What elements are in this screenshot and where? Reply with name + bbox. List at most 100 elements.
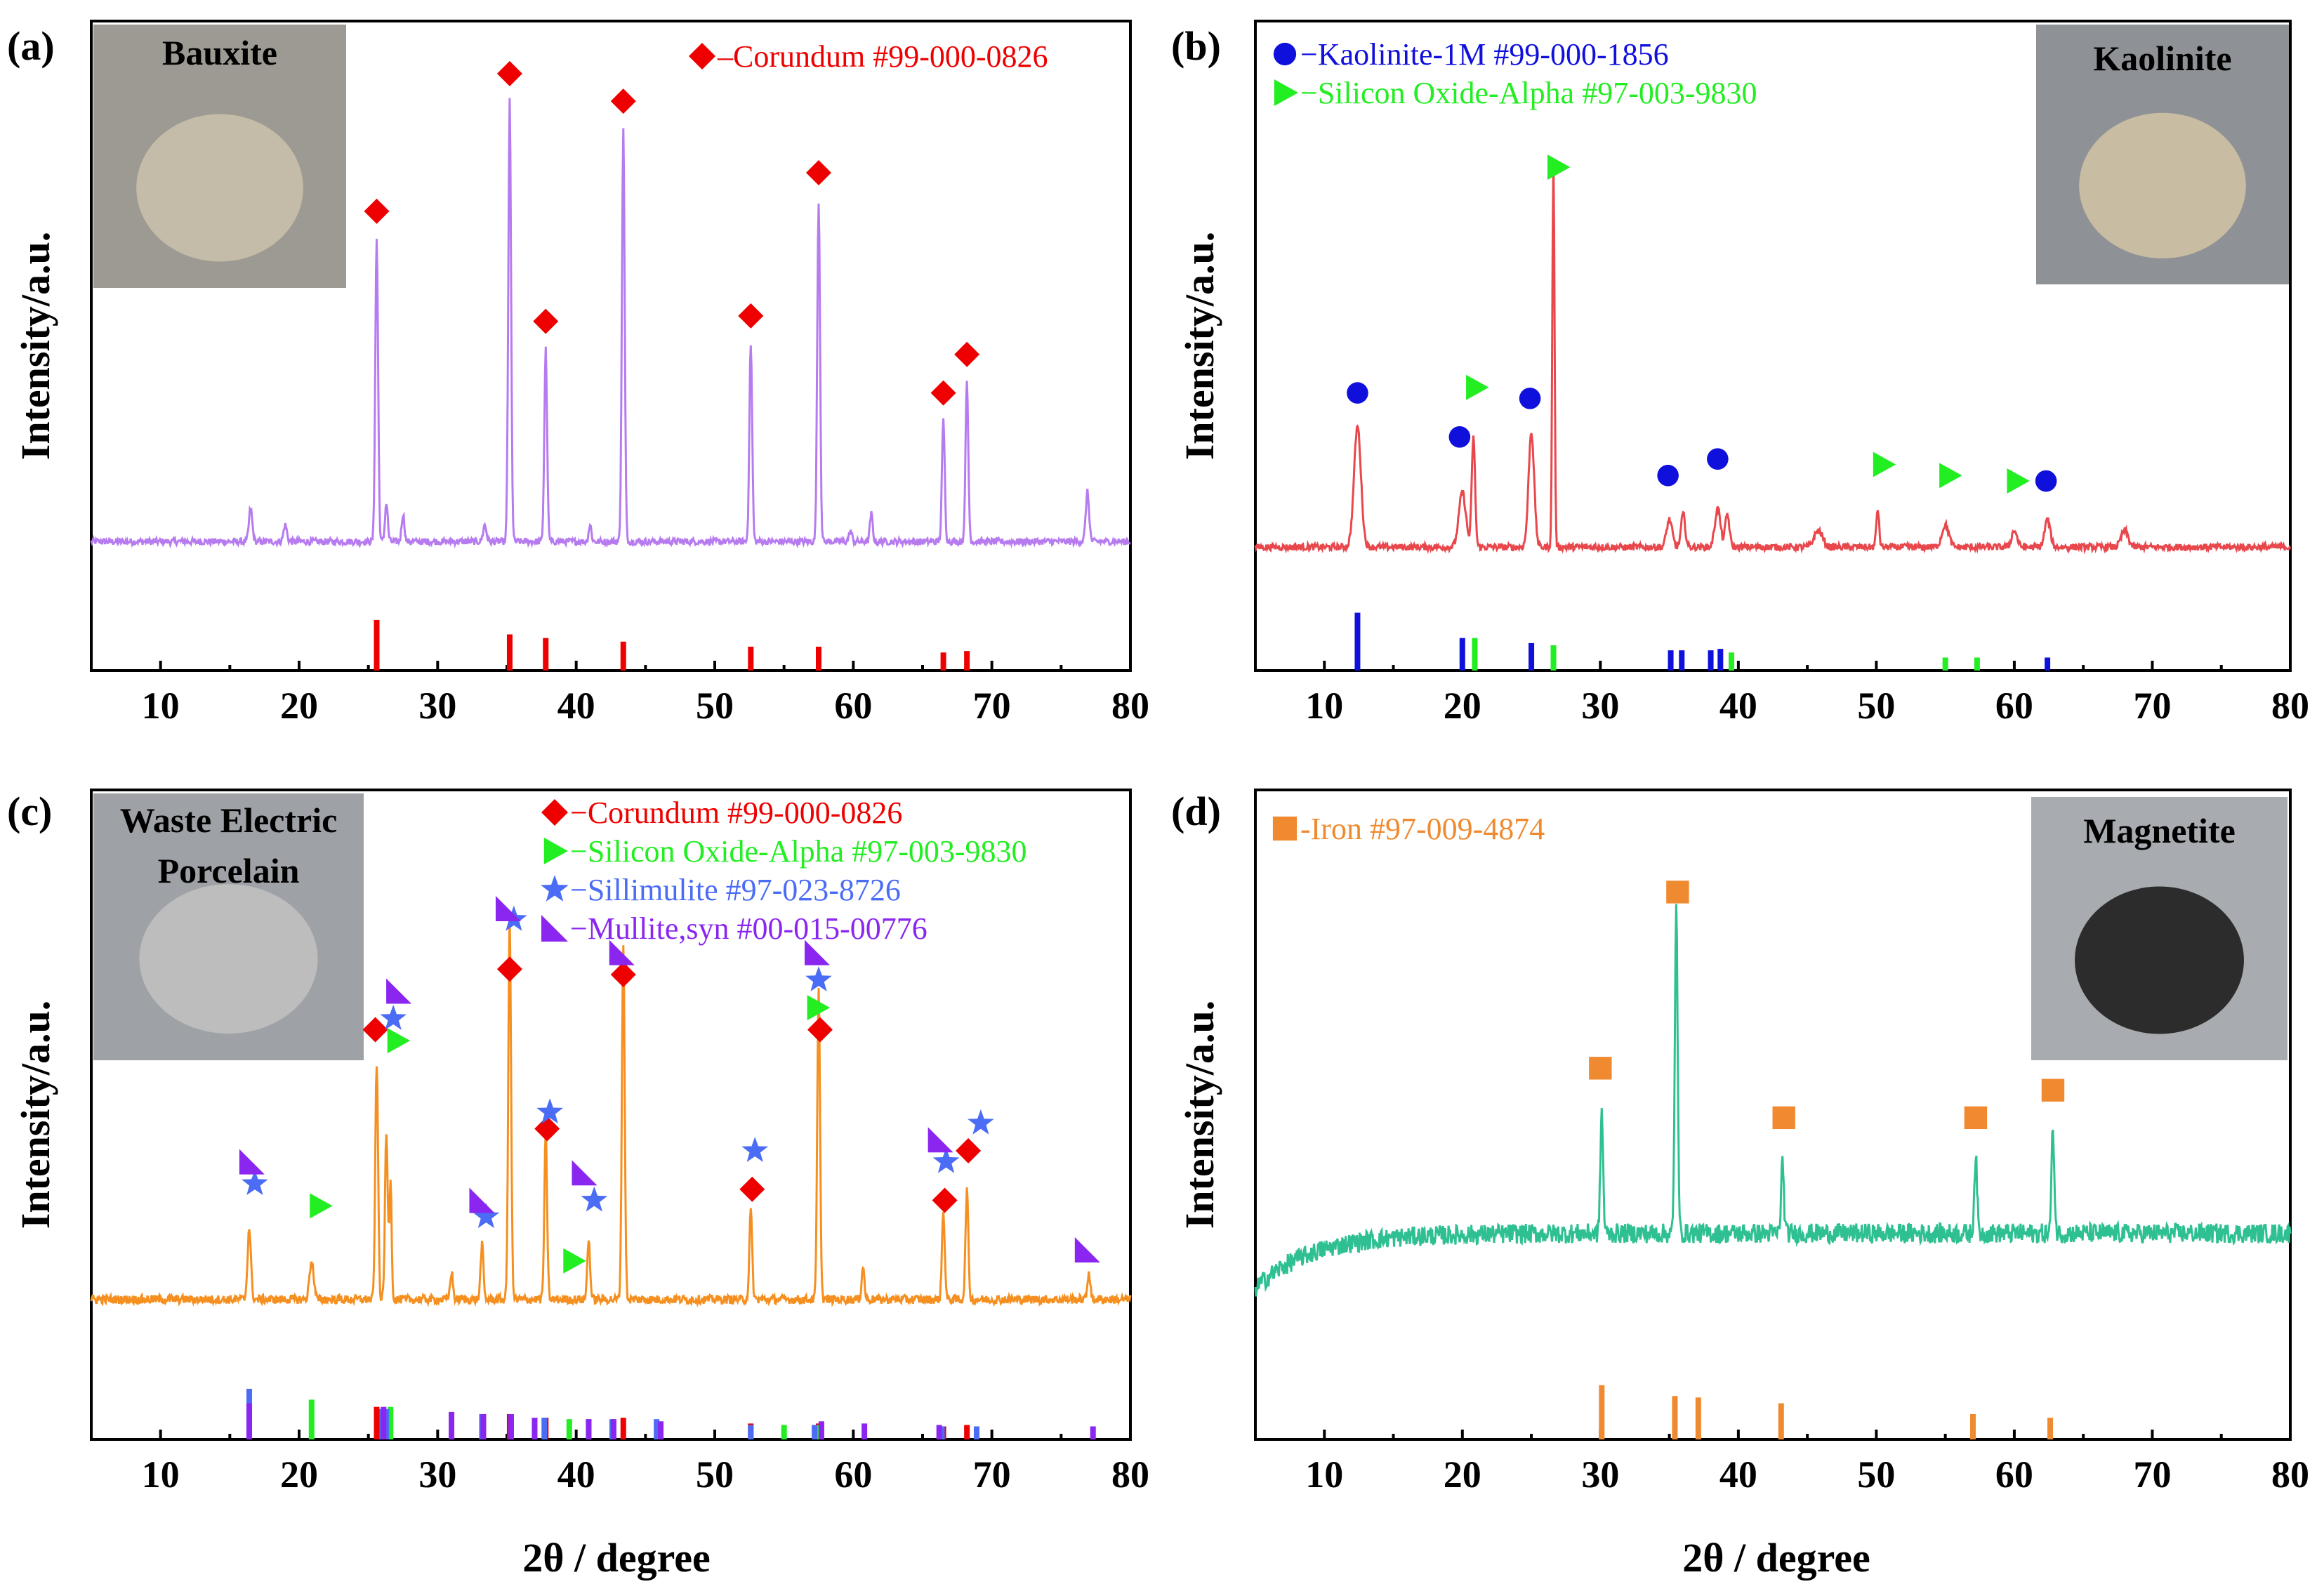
reference-line bbox=[1717, 649, 1724, 671]
reference-line bbox=[816, 647, 821, 671]
peak-marker bbox=[807, 995, 831, 1021]
x-tick-label: 30 bbox=[418, 685, 456, 727]
x-axis-label-right: 2θ / degree bbox=[1682, 1535, 1870, 1581]
peak-marker bbox=[242, 1170, 268, 1195]
legend-label: −Sillimulite #97-023-8726 bbox=[570, 873, 901, 907]
reference-line bbox=[2045, 657, 2051, 671]
xrd-pattern bbox=[1254, 904, 2292, 1297]
peak-marker bbox=[1707, 448, 1729, 470]
peak-marker bbox=[239, 1149, 265, 1175]
x-tick-label: 70 bbox=[2133, 1453, 2171, 1496]
x-tick-label: 40 bbox=[1719, 685, 1757, 727]
legend-marker bbox=[1272, 816, 1298, 841]
reference-line bbox=[654, 1419, 660, 1439]
peak-marker bbox=[496, 60, 522, 86]
reference-line bbox=[566, 1419, 572, 1439]
peak-marker bbox=[386, 978, 412, 1004]
reference-line bbox=[388, 1406, 394, 1439]
reference-line bbox=[543, 638, 549, 671]
reference-line bbox=[449, 1411, 455, 1439]
reference-line bbox=[1969, 1413, 1976, 1439]
peak-marker bbox=[956, 1137, 982, 1163]
reference-line bbox=[781, 1425, 787, 1439]
reference-line bbox=[964, 651, 970, 671]
peak-marker bbox=[1666, 881, 1689, 904]
panel-c: Waste Electric Porcelain 10 20 30 40 50 60 70 80 (… bbox=[7, 789, 1149, 1496]
peak-marker bbox=[2041, 1079, 2065, 1102]
peak-marker bbox=[738, 303, 764, 329]
peak-marker bbox=[954, 341, 980, 367]
reference-line bbox=[1354, 612, 1361, 671]
peak-marker bbox=[805, 939, 831, 965]
peak-marker bbox=[932, 1187, 958, 1213]
peak-marker bbox=[533, 308, 559, 334]
powder-sample bbox=[2075, 886, 2244, 1034]
reference-line bbox=[610, 1419, 616, 1439]
sample-label: Bauxite bbox=[162, 33, 277, 72]
reference-line bbox=[940, 652, 946, 671]
reference-line bbox=[973, 1426, 979, 1439]
reference-line bbox=[480, 1413, 487, 1439]
peak-marker bbox=[968, 1109, 994, 1135]
legend-marker bbox=[689, 43, 715, 70]
panel-a: Bauxite 10 20 30 40 50 60 70 80 (a) Intensity/a.u.… bbox=[7, 20, 1149, 727]
reference-line bbox=[620, 641, 626, 671]
powder-sample bbox=[136, 114, 303, 262]
x-tick-label: 40 bbox=[557, 1453, 595, 1496]
panel-label: (b) bbox=[1171, 23, 1221, 69]
x-axis-label-left: 2θ / degree bbox=[522, 1535, 711, 1581]
peak-marker bbox=[310, 1193, 333, 1219]
x-tick-label: 30 bbox=[418, 1453, 456, 1496]
sample-label: Porcelain bbox=[158, 851, 300, 890]
x-tick-label: 10 bbox=[142, 1453, 180, 1496]
legend-label: -Iron #97-009-4874 bbox=[1300, 812, 1545, 846]
reference-line bbox=[1729, 652, 1735, 671]
reference-line bbox=[1778, 1403, 1784, 1439]
x-tick-label: 20 bbox=[280, 685, 318, 727]
plot-frame bbox=[1254, 789, 2292, 1441]
reference-line bbox=[861, 1423, 868, 1439]
reference-line bbox=[1529, 642, 1535, 671]
peak-marker bbox=[1657, 464, 1679, 487]
legend-label: –Corundum #99-000-0826 bbox=[717, 39, 1048, 74]
reference-line bbox=[1708, 650, 1714, 671]
panel-d: Magnetite 10 20 30 40 50 60 70 80 (d) Intensity/a.… bbox=[1171, 789, 2309, 1496]
peak-marker bbox=[739, 1176, 765, 1202]
peak-marker bbox=[930, 380, 956, 406]
peak-marker bbox=[495, 895, 521, 921]
reference-line bbox=[1472, 638, 1478, 671]
plot-frame bbox=[1254, 20, 2292, 672]
legend-label: −Silicon Oxide-Alpha #97-003-9830 bbox=[1300, 76, 1757, 110]
reference-line bbox=[936, 1425, 942, 1439]
reference-line bbox=[1550, 645, 1557, 671]
legend-label: −Silicon Oxide-Alpha #97-003-9830 bbox=[570, 834, 1027, 869]
x-tick-label: 70 bbox=[2133, 685, 2171, 727]
peak-marker bbox=[807, 1017, 833, 1043]
peak-marker bbox=[380, 1005, 407, 1030]
x-tick-label: 80 bbox=[1111, 1453, 1149, 1496]
peak-marker bbox=[610, 88, 636, 114]
peak-marker bbox=[806, 160, 831, 185]
reference-line bbox=[308, 1399, 315, 1439]
peak-marker bbox=[2007, 468, 2030, 494]
plot-frame bbox=[90, 20, 1132, 672]
peak-marker bbox=[496, 956, 522, 982]
x-tick-label: 80 bbox=[2271, 1453, 2309, 1496]
x-tick-label: 20 bbox=[280, 1453, 318, 1496]
xrd-pattern bbox=[90, 98, 1131, 549]
reference-line bbox=[1599, 1385, 1605, 1439]
reference-line bbox=[374, 619, 380, 671]
peak-marker bbox=[534, 1116, 560, 1142]
peak-marker bbox=[610, 962, 636, 988]
x-tick-label: 70 bbox=[973, 1453, 1011, 1496]
panel-b: Kaolinite 10 20 30 40 50 60 70 80 (b) Intensity/a.… bbox=[1171, 20, 2309, 727]
y-axis-label: Intensity/a.u. bbox=[13, 1001, 58, 1229]
x-tick-label: 60 bbox=[1995, 1453, 2033, 1496]
xrd-pattern bbox=[1254, 159, 2292, 555]
reference-line bbox=[381, 1406, 387, 1439]
xrd-pattern bbox=[90, 913, 1132, 1308]
peak-marker bbox=[1466, 374, 1489, 400]
reference-line bbox=[532, 1418, 538, 1439]
peak-marker bbox=[1448, 426, 1471, 448]
